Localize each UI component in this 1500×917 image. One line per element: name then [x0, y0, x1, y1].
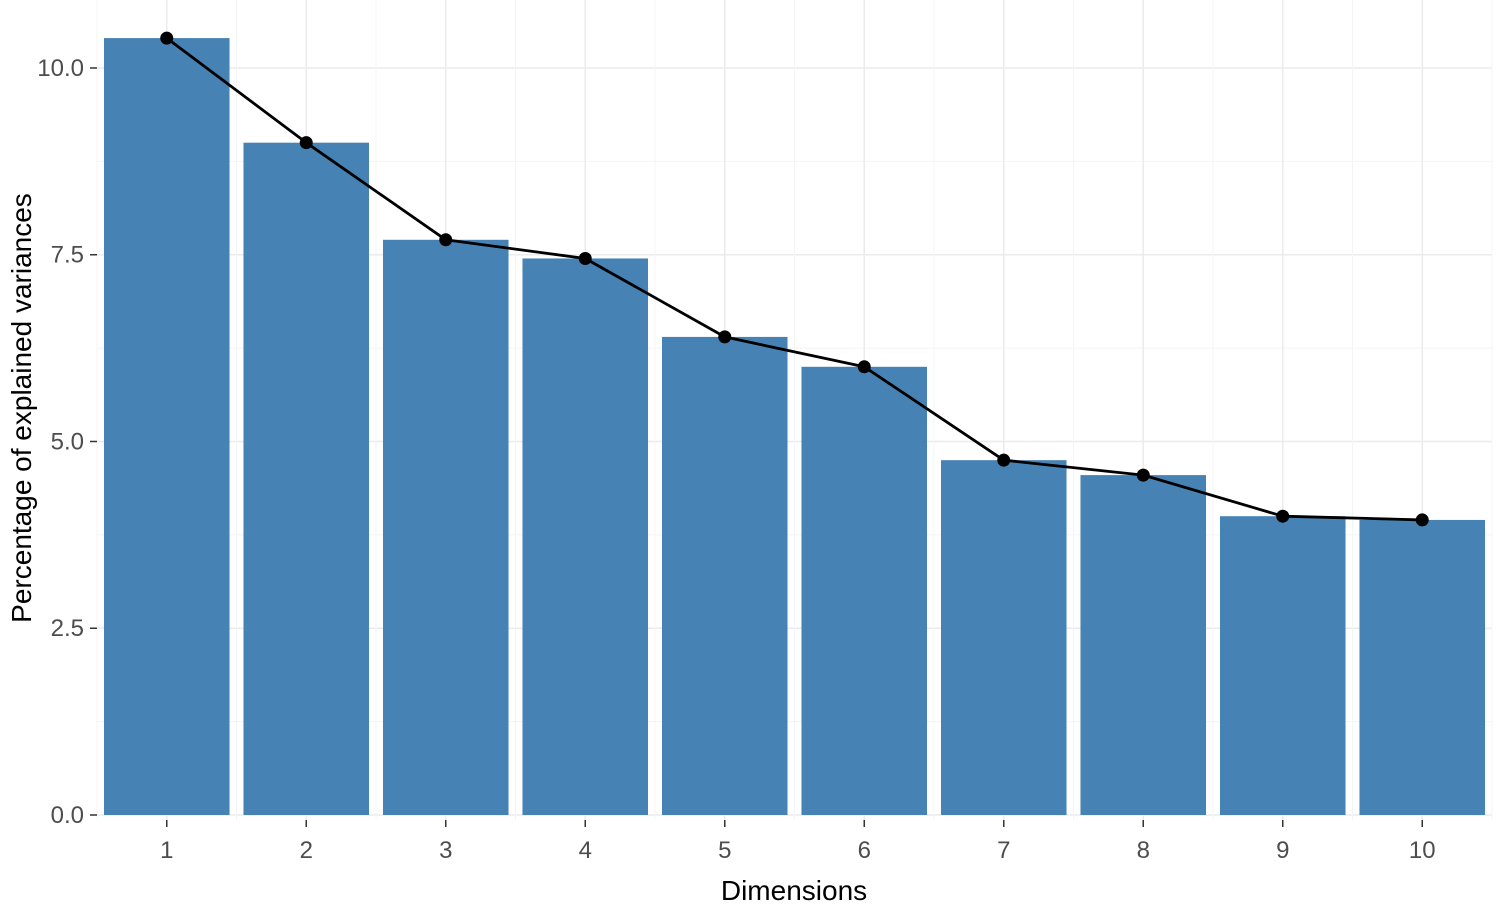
- bar-dim-5: [661, 336, 788, 815]
- x-tick-label: 2: [300, 837, 313, 864]
- bar-dim-1: [103, 38, 230, 815]
- point-dim-8: [1136, 468, 1150, 482]
- x-axis-title: Dimensions: [720, 875, 868, 906]
- point-dim-6: [857, 360, 871, 374]
- y-tick-label: 10.0: [37, 55, 84, 82]
- x-tick-label: 4: [579, 837, 592, 864]
- bar-dim-8: [1080, 475, 1207, 815]
- x-tick-label: 9: [1276, 837, 1289, 864]
- point-dim-3: [439, 233, 453, 247]
- y-axis-title: Percentage of explained variances: [6, 193, 37, 623]
- point-dim-7: [997, 453, 1011, 467]
- bar-dim-2: [243, 142, 370, 815]
- y-tick-label: 5.0: [51, 428, 84, 455]
- point-dim-9: [1276, 509, 1290, 523]
- point-dim-2: [299, 136, 313, 150]
- x-tick-label: 10: [1409, 837, 1436, 864]
- y-tick-label: 2.5: [51, 615, 84, 642]
- bar-dim-6: [801, 366, 928, 815]
- point-dim-1: [160, 31, 174, 45]
- y-tick-label: 7.5: [51, 242, 84, 269]
- x-tick-label: 7: [997, 837, 1010, 864]
- bar-dim-4: [522, 258, 649, 815]
- point-dim-4: [578, 251, 592, 265]
- x-tick-label: 8: [1137, 837, 1150, 864]
- x-tick-label: 1: [160, 837, 173, 864]
- bar-dim-3: [382, 239, 509, 815]
- x-tick-label: 6: [858, 837, 871, 864]
- bar-dim-7: [940, 460, 1067, 815]
- point-dim-5: [718, 330, 732, 344]
- point-dim-10: [1415, 513, 1429, 527]
- x-tick-label: 3: [439, 837, 452, 864]
- bar-dim-10: [1359, 519, 1486, 815]
- bar-dim-9: [1219, 516, 1346, 815]
- variance-line: [165, 36, 1423, 522]
- y-tick-label: 0.0: [51, 802, 84, 829]
- x-tick-label: 5: [718, 837, 731, 864]
